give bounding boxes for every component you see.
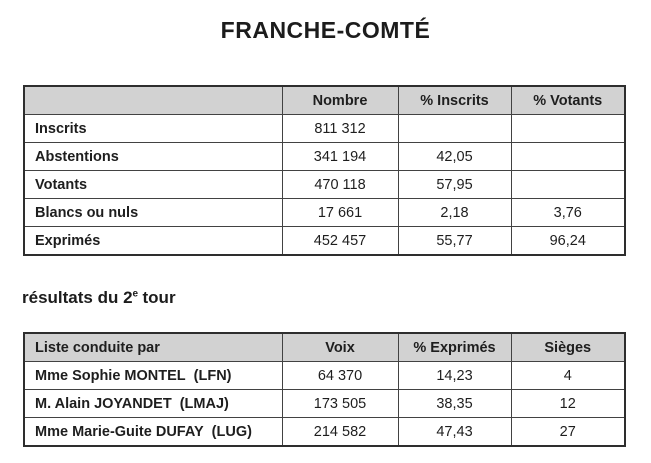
cell-nombre: 452 457 <box>281 226 399 256</box>
cell-pct-inscrits: 57,95 <box>397 170 512 199</box>
cell-voix: 214 582 <box>281 417 399 447</box>
candidate-party: (LMAJ) <box>179 395 229 412</box>
cell-sieges: 27 <box>510 417 626 447</box>
cell-pct-inscrits: 42,05 <box>397 142 512 171</box>
section-heading-superscript: e <box>132 288 139 300</box>
cell-nombre: 341 194 <box>281 142 399 171</box>
candidate-name: Mme Sophie MONTEL <box>35 367 186 384</box>
cell-pct-votants: 3,76 <box>510 198 626 227</box>
row-label: Blancs ou nuls <box>23 198 283 227</box>
cell-pct-inscrits: 55,77 <box>397 226 512 256</box>
candidate-name: M. Alain JOYANDET <box>35 395 172 412</box>
cell-pct-votants <box>510 142 626 171</box>
participation-header-row: Nombre % Inscrits % Votants <box>23 85 626 115</box>
table-row-inscrits: Inscrits 811 312 <box>23 114 626 143</box>
participation-header-nombre: Nombre <box>281 85 399 115</box>
candidate-party: (LUG) <box>211 423 252 440</box>
cell-voix: 64 370 <box>281 361 399 390</box>
cell-pct-exprimes: 38,35 <box>397 389 512 418</box>
candidate-name: Mme Marie-Guite DUFAY <box>35 423 204 440</box>
table-row-montel: Mme Sophie MONTEL (LFN) 64 370 14,23 4 <box>23 361 626 390</box>
cell-pct-votants: 96,24 <box>510 226 626 256</box>
results-header-pct-exprimes: % Exprimés <box>397 332 512 362</box>
cell-sieges: 4 <box>510 361 626 390</box>
candidate-cell: M. Alain JOYANDET (LMAJ) <box>23 389 283 418</box>
cell-pct-votants <box>510 114 626 143</box>
candidate-cell: Mme Marie-Guite DUFAY (LUG) <box>23 417 283 447</box>
participation-header-pct-inscrits: % Inscrits <box>397 85 512 115</box>
section-heading: résultats du 2e tour <box>22 288 176 308</box>
results-header-row: Liste conduite par Voix % Exprimés Siège… <box>23 332 626 362</box>
cell-nombre: 470 118 <box>281 170 399 199</box>
cell-nombre: 17 661 <box>281 198 399 227</box>
participation-header-pct-votants: % Votants <box>510 85 626 115</box>
cell-sieges: 12 <box>510 389 626 418</box>
candidate-party: (LFN) <box>193 367 232 384</box>
section-heading-prefix: résultats du 2 <box>22 288 133 307</box>
row-label: Abstentions <box>23 142 283 171</box>
row-label: Inscrits <box>23 114 283 143</box>
table-row-votants: Votants 470 118 57,95 <box>23 170 626 199</box>
table-row-exprimes: Exprimés 452 457 55,77 96,24 <box>23 226 626 256</box>
candidate-cell: Mme Sophie MONTEL (LFN) <box>23 361 283 390</box>
cell-voix: 173 505 <box>281 389 399 418</box>
results-header-voix: Voix <box>281 332 399 362</box>
cell-pct-inscrits: 2,18 <box>397 198 512 227</box>
section-heading-suffix: tour <box>142 288 176 307</box>
results-table: Liste conduite par Voix % Exprimés Siège… <box>23 332 626 447</box>
results-header-liste: Liste conduite par <box>23 332 283 362</box>
participation-header-empty <box>23 85 283 115</box>
row-label: Votants <box>23 170 283 199</box>
table-row-blancs-ou-nuls: Blancs ou nuls 17 661 2,18 3,76 <box>23 198 626 227</box>
cell-nombre: 811 312 <box>281 114 399 143</box>
participation-table: Nombre % Inscrits % Votants Inscrits 811… <box>23 85 626 256</box>
cell-pct-exprimes: 47,43 <box>397 417 512 447</box>
row-label: Exprimés <box>23 226 283 256</box>
table-row-abstentions: Abstentions 341 194 42,05 <box>23 142 626 171</box>
table-row-dufay: Mme Marie-Guite DUFAY (LUG) 214 582 47,43… <box>23 417 626 447</box>
results-header-sieges: Sièges <box>510 332 626 362</box>
cell-pct-votants <box>510 170 626 199</box>
cell-pct-inscrits <box>397 114 512 143</box>
page-title: FRANCHE-COMTÉ <box>220 17 431 43</box>
table-row-joyandet: M. Alain JOYANDET (LMAJ) 173 505 38,35 12 <box>23 389 626 418</box>
cell-pct-exprimes: 14,23 <box>397 361 512 390</box>
